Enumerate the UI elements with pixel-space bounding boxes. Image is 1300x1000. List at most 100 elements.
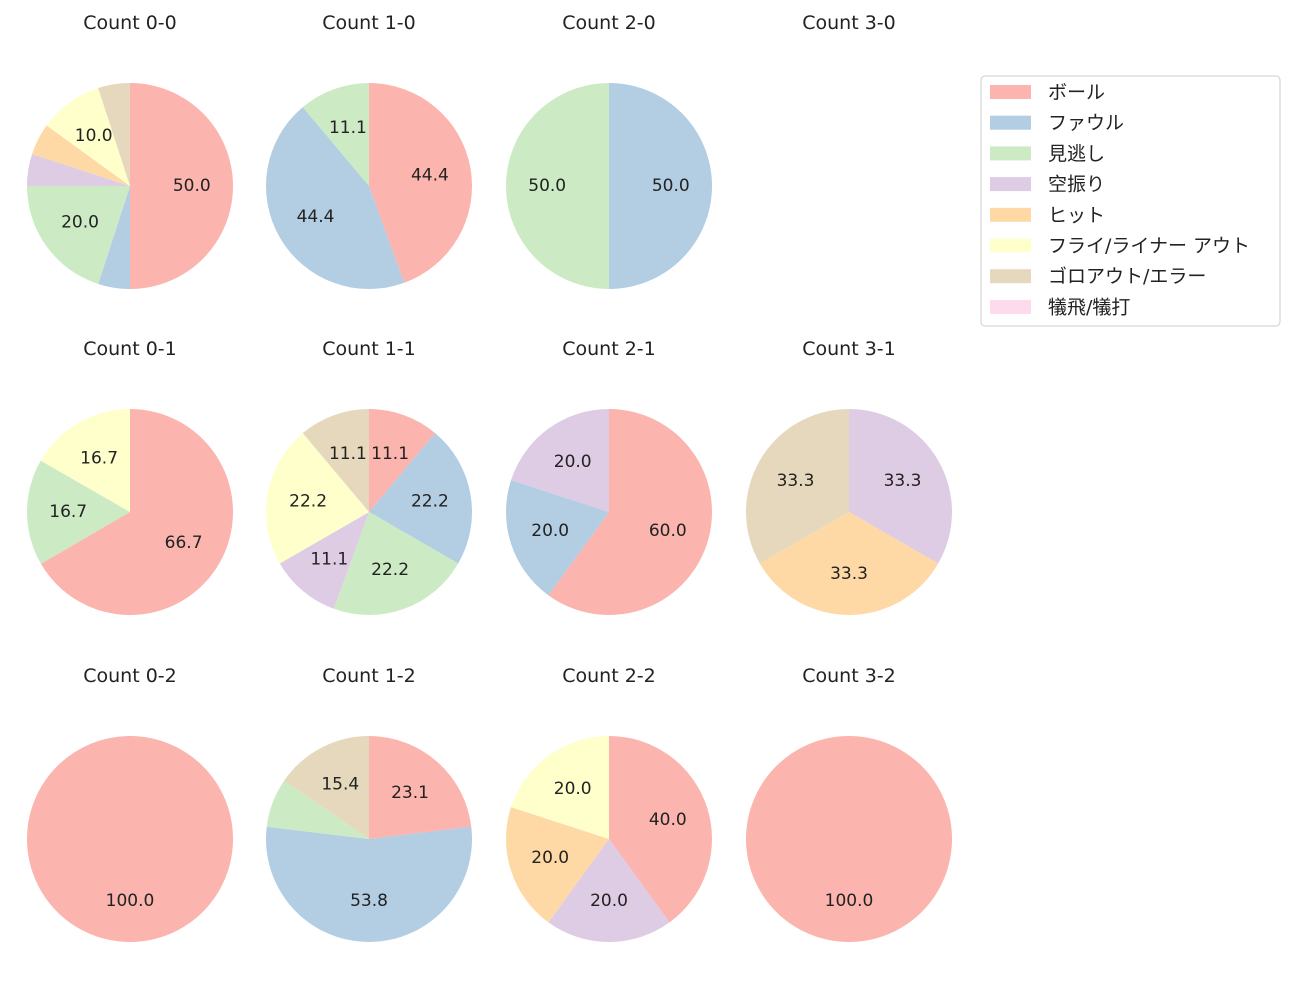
- pie-slice: [333, 512, 459, 616]
- legend-swatch: [990, 207, 1031, 222]
- pie-slice: [265, 107, 405, 290]
- legend-label: ゴロアウト/エラー: [1048, 266, 1206, 288]
- slice-label: 11.1: [371, 444, 409, 464]
- legend-item: ヒット: [990, 204, 1105, 226]
- pie-slice: [548, 839, 670, 942]
- pie-9: Count 0-2 100.0: [27, 665, 233, 942]
- legend-item: 見逃し: [990, 143, 1105, 165]
- pie-slice: [302, 409, 369, 512]
- legend-item: 犠飛/犠打: [990, 296, 1130, 318]
- pie-slice: [511, 409, 609, 512]
- pie-3: Count 2-0 50.0 50.0: [506, 12, 712, 289]
- slice-label: 20.0: [590, 891, 628, 911]
- legend-item: 空振り: [990, 174, 1105, 196]
- pie-2: Count 1-0 44.4 44.4 11.1: [265, 12, 473, 290]
- slice-label: 53.8: [350, 891, 388, 911]
- slice-label: 50.0: [652, 176, 690, 196]
- pie-slice: [27, 736, 233, 942]
- pie-slice: [27, 186, 130, 284]
- slice-label: 20.0: [554, 779, 592, 799]
- legend-swatch: [990, 177, 1031, 192]
- slice-label: 16.7: [80, 449, 118, 469]
- pie-slice: [506, 83, 609, 289]
- legend-label: ボール: [1048, 82, 1105, 104]
- pie-slice: [302, 83, 369, 186]
- pie-slice: [40, 409, 130, 512]
- slice-label: 20.0: [61, 212, 99, 232]
- legend-swatch: [990, 269, 1031, 284]
- slice-label: 50.0: [173, 176, 211, 196]
- pie-title: Count 2-0: [562, 12, 656, 34]
- pie-title: Count 3-1: [802, 338, 896, 360]
- pie-slice: [27, 460, 130, 564]
- slice-label: 60.0: [649, 521, 687, 541]
- pie-title: Count 1-2: [322, 665, 416, 687]
- slice-label: 22.2: [371, 560, 409, 580]
- slice-label: 11.1: [310, 549, 348, 569]
- slice-label: 16.7: [49, 502, 87, 522]
- pie-slice: [279, 512, 369, 609]
- slice-label: 50.0: [528, 176, 566, 196]
- slice-label: 33.3: [884, 471, 922, 491]
- slice-label: 11.1: [329, 118, 367, 138]
- pie-slice: [284, 736, 369, 839]
- legend-swatch: [990, 85, 1031, 99]
- legend-label: 犠飛/犠打: [1048, 296, 1130, 318]
- pie-slice: [609, 736, 712, 923]
- pie-slice: [98, 83, 130, 186]
- legend-label: 空振り: [1048, 174, 1105, 196]
- pie-title: Count 3-0: [802, 12, 896, 34]
- legend-frame: [980, 75, 1281, 327]
- pie-title: Count 0-2: [83, 665, 177, 687]
- slice-label: 11.1: [329, 444, 367, 464]
- slice-label: 20.0: [531, 521, 569, 541]
- slice-label: 44.4: [411, 165, 449, 185]
- pie-slice: [505, 807, 609, 923]
- pie-slice: [369, 433, 472, 564]
- legend-swatch: [990, 115, 1031, 130]
- legend-item: ボール: [990, 82, 1105, 104]
- pie-slice: [369, 409, 436, 512]
- slice-label: 20.0: [554, 452, 592, 472]
- legend-item: ファウル: [990, 112, 1124, 134]
- legend-label: ファウル: [1048, 112, 1124, 134]
- pie-1: Count 0-0 50.0 20.0 10.0: [26, 12, 233, 289]
- pie-slice: [369, 83, 473, 283]
- pie-7: Count 2-1 60.0 20.0 20.0: [505, 338, 713, 615]
- legend-swatch: [990, 146, 1031, 161]
- pie-title: Count 0-1: [83, 338, 177, 360]
- slice-label: 23.1: [391, 783, 429, 803]
- legend-swatch: [990, 299, 1031, 314]
- pie-slice: [266, 780, 369, 839]
- pie-title: Count 1-0: [322, 12, 416, 34]
- pie-slice: [266, 826, 472, 942]
- pie-slice: [849, 409, 952, 564]
- pie-8: Count 3-1 33.3 33.3 33.3: [746, 338, 952, 615]
- legend-label: ヒット: [1048, 204, 1105, 226]
- pie-slice: [266, 433, 369, 564]
- pie-title: Count 0-0: [83, 12, 177, 34]
- slice-label: 40.0: [649, 810, 687, 830]
- legend-label: フライ/ライナー アウト: [1048, 235, 1250, 257]
- pie-title: Count 1-1: [322, 338, 416, 360]
- slice-label: 100.0: [825, 891, 874, 911]
- slice-label: 22.2: [411, 491, 449, 511]
- pie-slice: [746, 736, 952, 942]
- pie-slice: [130, 83, 233, 289]
- pie-5: Count 0-1 66.7 16.7 16.7: [27, 338, 234, 615]
- legend-label: 見逃し: [1048, 143, 1105, 165]
- pie-10: Count 1-2 23.1 53.8 15.4: [266, 665, 472, 942]
- pie-charts: Count 0-0 50.0 20.0 10.0 Count 1-0 44.4 44.4 11…: [26, 12, 952, 942]
- pie-title: Count 3-2: [802, 665, 896, 687]
- pie-6: Count 1-1 11.1 22.2 22.2 11.1 22.2 11.1: [266, 338, 472, 616]
- slice-label: 10.0: [75, 126, 113, 146]
- pie-slice: [369, 735, 472, 839]
- pie-slice: [32, 125, 130, 186]
- slice-label: 33.3: [777, 471, 815, 491]
- slice-label: 100.0: [106, 891, 155, 911]
- pie-slice: [46, 88, 130, 186]
- legend-swatch: [990, 238, 1031, 253]
- slice-label: 15.4: [321, 774, 359, 794]
